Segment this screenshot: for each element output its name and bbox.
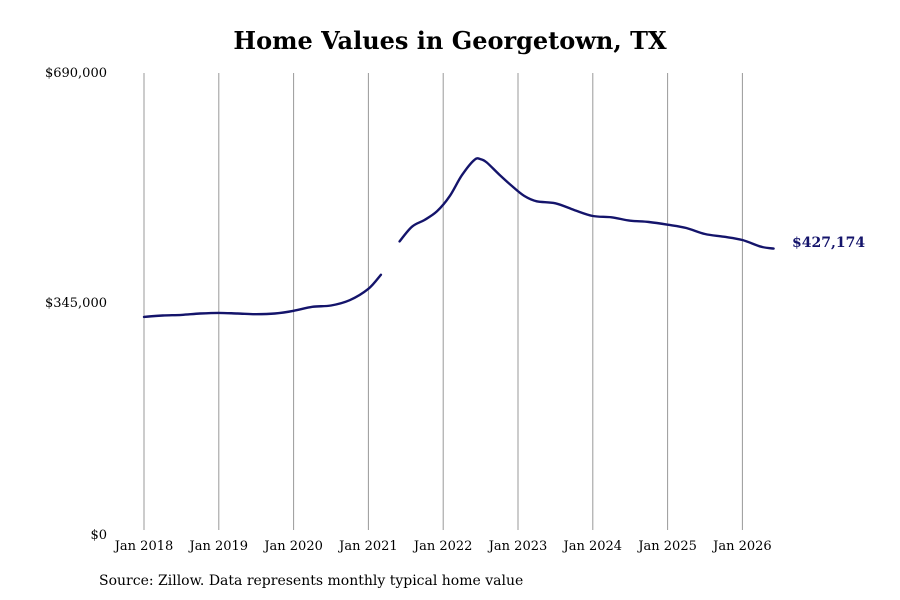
series-home-value	[142, 157, 775, 319]
y-tick-label: $690,000	[45, 66, 107, 81]
x-tick-label: Jan 2020	[262, 539, 323, 554]
y-tick-label: $345,000	[45, 296, 107, 311]
x-tick-label: Jan 2018	[113, 539, 174, 554]
gridlines	[143, 73, 743, 530]
y-tick-label: $0	[90, 528, 107, 543]
last-value-label: $427,174	[792, 235, 865, 251]
x-tick-label: Jan 2021	[337, 539, 398, 554]
chart-title: Home Values in Georgetown, TX	[233, 26, 667, 55]
series-line-segment	[398, 157, 775, 250]
y-axis-ticks: $690,000 $345,000 $0	[45, 66, 107, 543]
x-tick-label: Jan 2025	[636, 539, 697, 554]
x-tick-label: Jan 2026	[711, 539, 772, 554]
x-tick-label: Jan 2023	[487, 539, 548, 554]
x-tick-label: Jan 2024	[562, 539, 623, 554]
source-note: Source: Zillow. Data represents monthly …	[99, 573, 524, 589]
series-line-segment	[142, 273, 383, 319]
x-tick-label: Jan 2022	[412, 539, 473, 554]
x-tick-label: Jan 2019	[188, 539, 249, 554]
x-axis-ticks: Jan 2018 Jan 2019 Jan 2020 Jan 2021 Jan 2022…	[113, 539, 772, 554]
